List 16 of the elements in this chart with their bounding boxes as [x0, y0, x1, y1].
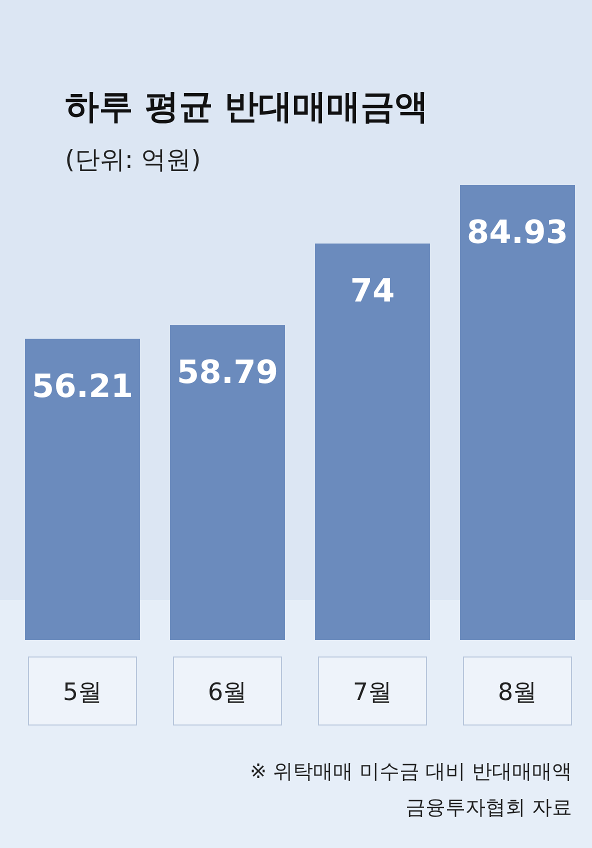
bar	[25, 338, 140, 640]
bar	[315, 244, 430, 640]
data-label: 58.79	[176, 353, 278, 392]
data-label: 84.93	[466, 213, 568, 251]
data-label: 74	[350, 272, 395, 310]
x-tick-label: 8월	[498, 678, 538, 706]
x-tick-label: 7월	[352, 678, 392, 706]
bar	[170, 325, 285, 640]
chart-subtitle: (단위: 억원)	[65, 145, 201, 174]
x-tick-label: 6월	[208, 678, 248, 706]
text: ※ 위탁매매 미수금 대비 반대매매액	[250, 759, 572, 783]
x-tick-label: 5월	[62, 678, 102, 706]
data-label: 56.21	[32, 366, 134, 405]
text: 금융투자협회 자료	[406, 795, 572, 819]
bar	[460, 185, 575, 640]
chart-title: 하루 평균 반대매매금액	[65, 87, 429, 127]
